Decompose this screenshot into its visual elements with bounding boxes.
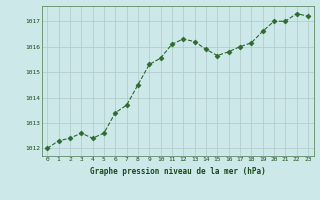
X-axis label: Graphe pression niveau de la mer (hPa): Graphe pression niveau de la mer (hPa) — [90, 167, 266, 176]
